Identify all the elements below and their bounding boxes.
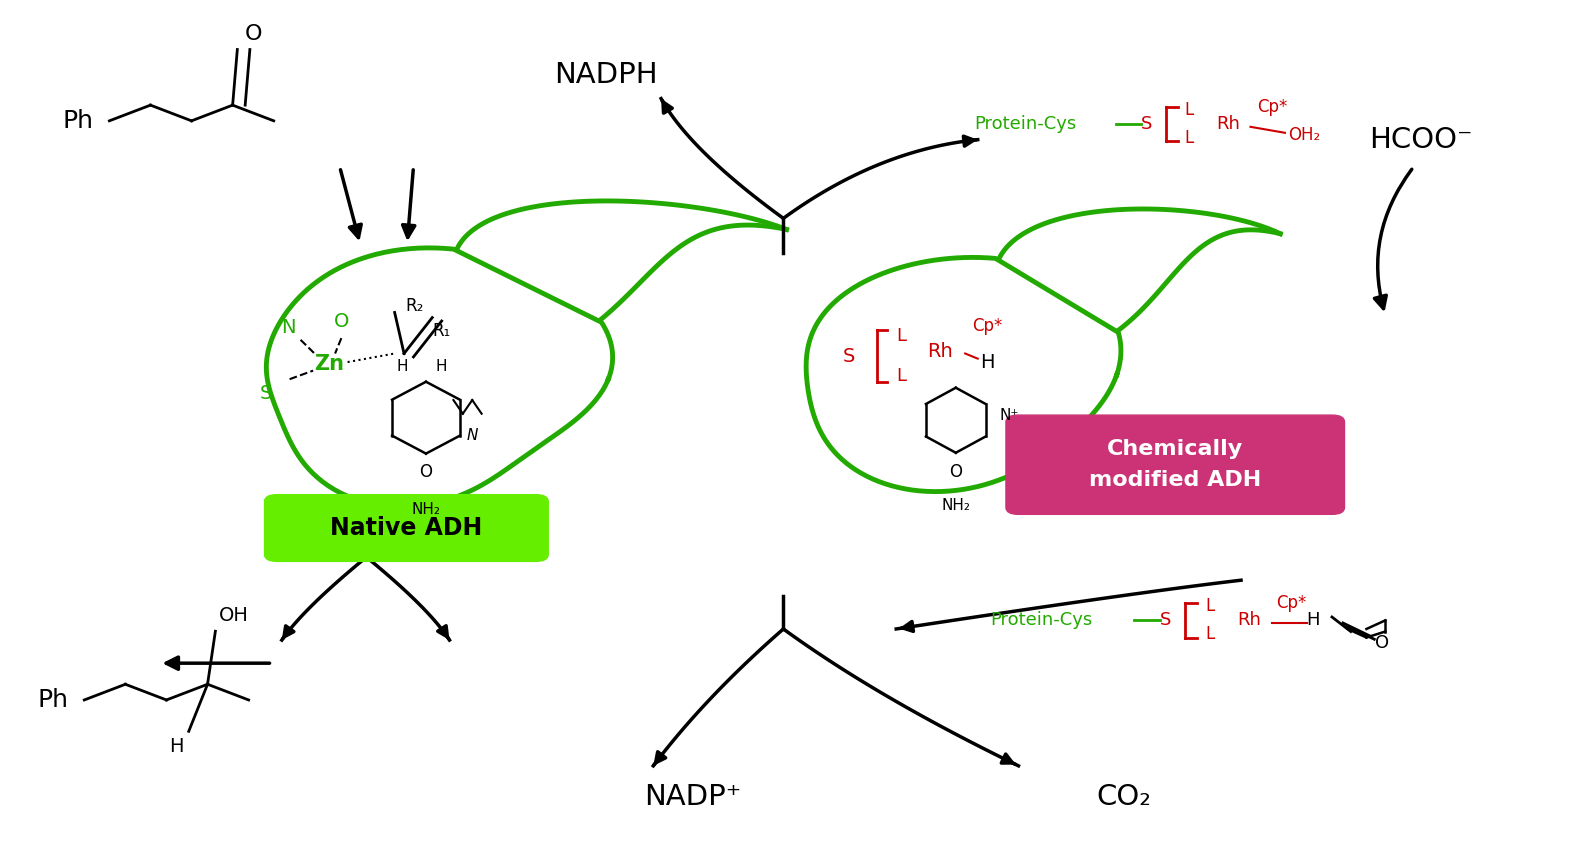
Text: L: L — [1184, 101, 1194, 119]
FancyBboxPatch shape — [264, 495, 549, 561]
Text: Zn: Zn — [313, 354, 344, 374]
Text: Native ADH: Native ADH — [330, 516, 483, 540]
Text: L: L — [897, 327, 906, 345]
FancyArrowPatch shape — [167, 657, 269, 669]
Text: H: H — [396, 359, 409, 374]
Text: modified ADH: modified ADH — [1089, 470, 1262, 490]
Text: NH₂: NH₂ — [941, 499, 971, 513]
Text: R₁: R₁ — [433, 322, 451, 340]
FancyArrowPatch shape — [403, 170, 415, 238]
Text: NADP⁺: NADP⁺ — [643, 783, 741, 810]
Text: O: O — [949, 462, 963, 480]
Text: H: H — [436, 359, 447, 374]
Text: OH₂: OH₂ — [1288, 127, 1320, 145]
Text: O: O — [420, 463, 433, 481]
Text: N: N — [282, 319, 296, 338]
Text: Protein-Cys: Protein-Cys — [975, 115, 1078, 133]
Text: Ph: Ph — [63, 108, 93, 133]
Text: Chemically: Chemically — [1107, 439, 1243, 459]
Text: H: H — [980, 352, 994, 372]
FancyArrowPatch shape — [1375, 170, 1413, 308]
Text: Cp*: Cp* — [972, 317, 1002, 335]
Text: H: H — [168, 737, 184, 756]
Text: NADPH: NADPH — [554, 61, 658, 90]
Text: CO₂: CO₂ — [1096, 783, 1151, 810]
Text: O: O — [333, 312, 349, 331]
Text: L: L — [1205, 625, 1214, 643]
Text: S: S — [260, 384, 272, 403]
Text: Cp*: Cp* — [1257, 98, 1288, 116]
Text: Rh: Rh — [1216, 115, 1241, 133]
Text: HCOO⁻: HCOO⁻ — [1370, 126, 1472, 153]
Text: O: O — [1375, 634, 1389, 652]
Text: N⁺: N⁺ — [999, 408, 1019, 424]
Text: L: L — [1184, 129, 1194, 147]
FancyArrowPatch shape — [340, 170, 362, 238]
Text: Protein-Cys: Protein-Cys — [991, 611, 1093, 629]
Text: NH₂: NH₂ — [412, 502, 440, 517]
Text: Rh: Rh — [926, 343, 953, 362]
Text: S: S — [1142, 115, 1153, 133]
Text: OH: OH — [219, 606, 249, 625]
Text: R₂: R₂ — [406, 296, 425, 314]
Text: S: S — [843, 347, 856, 366]
Text: L: L — [1205, 597, 1214, 615]
Text: S: S — [1161, 611, 1172, 629]
Text: Ph: Ph — [38, 688, 68, 712]
Text: H: H — [1307, 611, 1320, 629]
Text: O: O — [244, 24, 261, 44]
FancyBboxPatch shape — [1007, 415, 1345, 514]
Text: N: N — [467, 428, 478, 443]
Text: L: L — [897, 367, 906, 385]
Text: Cp*: Cp* — [1276, 594, 1307, 612]
Text: Rh: Rh — [1236, 611, 1262, 629]
